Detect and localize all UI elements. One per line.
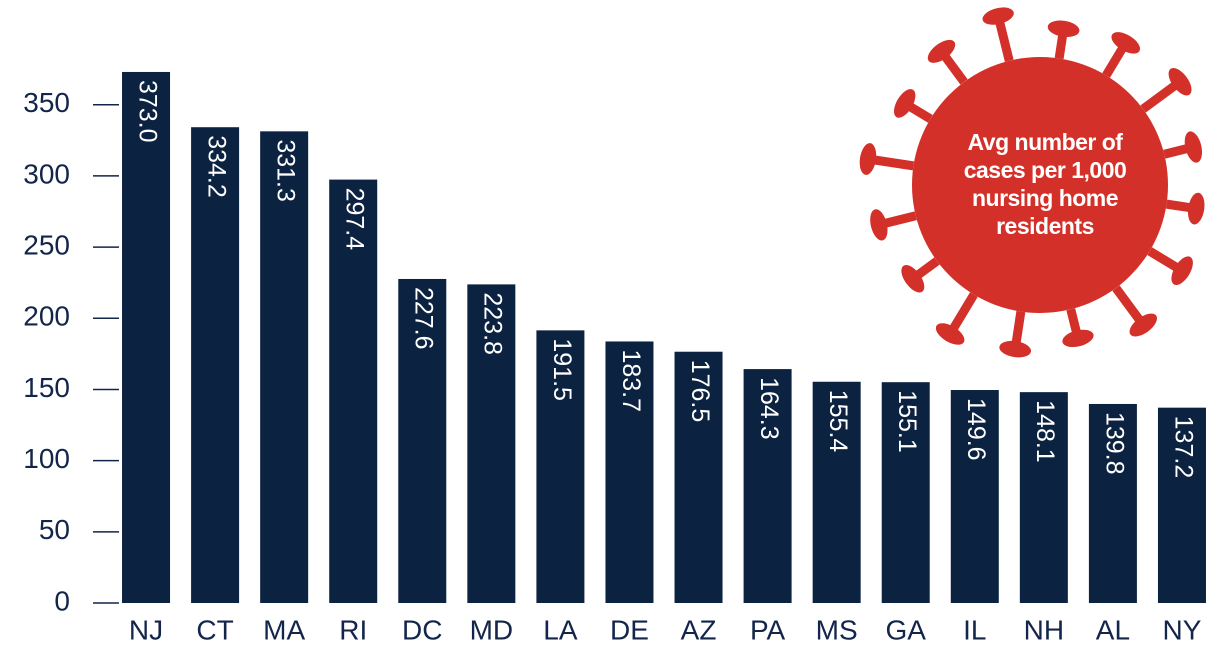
virus-spike-tip	[858, 142, 879, 176]
virus-spike-tip	[1108, 28, 1144, 58]
value-label: 176.5	[686, 360, 714, 423]
x-tick-label: IL	[963, 614, 986, 645]
y-tick-label: 350	[23, 87, 70, 118]
virus-spike-tip	[932, 319, 968, 349]
x-tick-label: CT	[196, 614, 233, 645]
chart-title: Avg number of cases per 1,000 nursing ho…	[940, 128, 1150, 240]
y-tick-label: 0	[54, 585, 70, 616]
x-tick-label: GA	[885, 614, 926, 645]
y-tick-label: 150	[23, 372, 70, 403]
virus-spike-tip	[981, 4, 1016, 27]
virus-spike-tip	[998, 339, 1032, 360]
virus-spike-tip	[1047, 18, 1081, 39]
x-tick-label: PA	[750, 614, 786, 645]
virus-spike-tip	[1061, 327, 1096, 350]
value-label: 223.8	[479, 292, 507, 355]
y-tick-label: 50	[39, 514, 70, 545]
bar	[260, 131, 308, 603]
y-tick-label: 300	[23, 158, 70, 189]
value-label: 139.8	[1100, 412, 1128, 475]
x-tick-label: MA	[263, 614, 305, 645]
page: 0 50 100 150 200 250 300 350 NJ 373.0 CT 334.2 MA 331…	[0, 0, 1217, 645]
bar	[191, 127, 239, 603]
x-tick-label: NJ	[129, 614, 163, 645]
virus-spike-tip	[1186, 192, 1207, 226]
value-label: 137.2	[1169, 416, 1197, 479]
value-label: 373.0	[133, 80, 161, 143]
x-tick-label: DC	[402, 614, 442, 645]
value-label: 155.1	[893, 390, 921, 453]
x-tick-label: LA	[543, 614, 578, 645]
chart: 0 50 100 150 200 250 300 350 NJ 373.0 CT 334.2 MA 331…	[0, 0, 1217, 645]
virus-spike-tip	[890, 86, 920, 122]
value-label: 164.3	[755, 377, 783, 440]
virus-spike-tip	[1167, 253, 1197, 289]
virus-spike-tip	[1182, 130, 1205, 165]
value-label: 297.4	[341, 188, 369, 251]
x-tick-label: NY	[1163, 614, 1202, 645]
y-tick-label: 250	[23, 229, 70, 260]
y-tick-label: 100	[23, 443, 70, 474]
x-tick-label: MD	[470, 614, 514, 645]
value-label: 334.2	[202, 135, 230, 198]
value-label: 148.1	[1031, 400, 1059, 463]
value-label: 331.3	[272, 139, 300, 202]
virus-spike-tip	[867, 207, 890, 242]
value-label: 149.6	[962, 398, 990, 461]
x-tick-label: DE	[610, 614, 649, 645]
x-tick-label: MS	[816, 614, 858, 645]
x-tick-label: AL	[1096, 614, 1130, 645]
value-label: 155.4	[824, 390, 852, 453]
x-tick-label: AZ	[681, 614, 717, 645]
value-label: 191.5	[548, 338, 576, 401]
bar	[122, 72, 170, 603]
y-tick-label: 200	[23, 301, 70, 332]
value-label: 183.7	[617, 349, 645, 412]
value-label: 227.6	[410, 287, 438, 350]
x-tick-label: RI	[339, 614, 367, 645]
x-tick-label: NH	[1024, 614, 1064, 645]
